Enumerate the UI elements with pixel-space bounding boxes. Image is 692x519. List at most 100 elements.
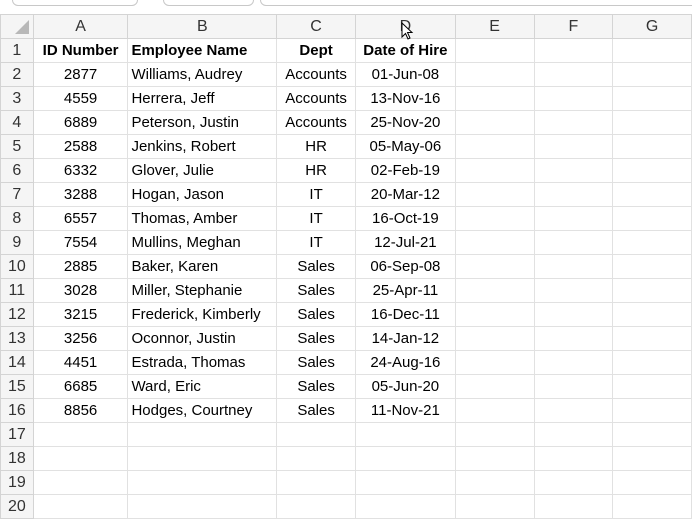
cell-B3[interactable]: Herrera, Jeff xyxy=(127,86,278,111)
cell-F16[interactable] xyxy=(533,398,614,423)
cell-A14[interactable]: 4451 xyxy=(32,350,129,375)
cell-C11[interactable]: Sales xyxy=(276,278,356,303)
row-header[interactable]: 4 xyxy=(0,110,34,135)
cell-C8[interactable]: IT xyxy=(276,206,356,231)
cell-D7[interactable]: 20-Mar-12 xyxy=(354,182,456,207)
cell-E16[interactable] xyxy=(454,398,535,423)
cell-B17[interactable] xyxy=(127,422,278,447)
cell-B8[interactable]: Thomas, Amber xyxy=(127,206,278,231)
row-header[interactable]: 16 xyxy=(0,398,34,423)
cell-D6[interactable]: 02-Feb-19 xyxy=(354,158,456,183)
cell-E15[interactable] xyxy=(454,374,535,399)
cell-F14[interactable] xyxy=(533,350,614,375)
column-header-C[interactable]: C xyxy=(276,14,356,39)
row-header[interactable]: 6 xyxy=(0,158,34,183)
column-header-F[interactable]: F xyxy=(533,14,614,39)
cell-A16[interactable]: 8856 xyxy=(32,398,129,423)
cell-A7[interactable]: 3288 xyxy=(32,182,129,207)
cell-A19[interactable] xyxy=(32,470,129,495)
cell-E8[interactable] xyxy=(454,206,535,231)
column-header-A[interactable]: A xyxy=(32,14,129,39)
cell-F3[interactable] xyxy=(533,86,614,111)
column-header-E[interactable]: E xyxy=(454,14,535,39)
cell-E14[interactable] xyxy=(454,350,535,375)
cell-C13[interactable]: Sales xyxy=(276,326,356,351)
row-header[interactable]: 11 xyxy=(0,278,34,303)
cell-F4[interactable] xyxy=(533,110,614,135)
cell-F13[interactable] xyxy=(533,326,614,351)
cell-G7[interactable] xyxy=(612,182,692,207)
cell-B14[interactable]: Estrada, Thomas xyxy=(127,350,278,375)
cell-C16[interactable]: Sales xyxy=(276,398,356,423)
cell-C20[interactable] xyxy=(276,494,356,519)
cell-B1[interactable]: Employee Name xyxy=(127,38,278,63)
toolbar-box-2[interactable] xyxy=(163,0,254,6)
row-header[interactable]: 9 xyxy=(0,230,34,255)
cell-D14[interactable]: 24-Aug-16 xyxy=(354,350,456,375)
column-header-G[interactable]: G xyxy=(612,14,692,39)
cell-G16[interactable] xyxy=(612,398,692,423)
row-header[interactable]: 13 xyxy=(0,326,34,351)
cell-E19[interactable] xyxy=(454,470,535,495)
cell-E20[interactable] xyxy=(454,494,535,519)
cell-B11[interactable]: Miller, Stephanie xyxy=(127,278,278,303)
cell-D15[interactable]: 05-Jun-20 xyxy=(354,374,456,399)
cell-C1[interactable]: Dept xyxy=(276,38,356,63)
cell-G18[interactable] xyxy=(612,446,692,471)
row-header[interactable]: 1 xyxy=(0,38,34,63)
row-header[interactable]: 17 xyxy=(0,422,34,447)
cell-C12[interactable]: Sales xyxy=(276,302,356,327)
cell-A8[interactable]: 6557 xyxy=(32,206,129,231)
cell-A15[interactable]: 6685 xyxy=(32,374,129,399)
cell-D16[interactable]: 11-Nov-21 xyxy=(354,398,456,423)
cell-E13[interactable] xyxy=(454,326,535,351)
cell-C10[interactable]: Sales xyxy=(276,254,356,279)
cell-F12[interactable] xyxy=(533,302,614,327)
cell-C5[interactable]: HR xyxy=(276,134,356,159)
cell-B7[interactable]: Hogan, Jason xyxy=(127,182,278,207)
cell-B6[interactable]: Glover, Julie xyxy=(127,158,278,183)
cell-D11[interactable]: 25-Apr-11 xyxy=(354,278,456,303)
cell-D20[interactable] xyxy=(354,494,456,519)
cell-D10[interactable]: 06-Sep-08 xyxy=(354,254,456,279)
cell-G15[interactable] xyxy=(612,374,692,399)
cell-E5[interactable] xyxy=(454,134,535,159)
cell-B13[interactable]: Oconnor, Justin xyxy=(127,326,278,351)
cell-D18[interactable] xyxy=(354,446,456,471)
cell-A12[interactable]: 3215 xyxy=(32,302,129,327)
cell-B19[interactable] xyxy=(127,470,278,495)
row-header[interactable]: 14 xyxy=(0,350,34,375)
cell-A10[interactable]: 2885 xyxy=(32,254,129,279)
cell-A13[interactable]: 3256 xyxy=(32,326,129,351)
cell-G13[interactable] xyxy=(612,326,692,351)
cell-D1[interactable]: Date of Hire xyxy=(354,38,456,63)
cell-A6[interactable]: 6332 xyxy=(32,158,129,183)
cell-A9[interactable]: 7554 xyxy=(32,230,129,255)
cell-E12[interactable] xyxy=(454,302,535,327)
cell-B2[interactable]: Williams, Audrey xyxy=(127,62,278,87)
cell-C6[interactable]: HR xyxy=(276,158,356,183)
cell-C18[interactable] xyxy=(276,446,356,471)
cell-A3[interactable]: 4559 xyxy=(32,86,129,111)
cell-G12[interactable] xyxy=(612,302,692,327)
row-header[interactable]: 2 xyxy=(0,62,34,87)
cell-A18[interactable] xyxy=(32,446,129,471)
cell-A20[interactable] xyxy=(32,494,129,519)
cell-E1[interactable] xyxy=(454,38,535,63)
cell-C19[interactable] xyxy=(276,470,356,495)
cell-C2[interactable]: Accounts xyxy=(276,62,356,87)
cell-G19[interactable] xyxy=(612,470,692,495)
row-header[interactable]: 3 xyxy=(0,86,34,111)
cell-F15[interactable] xyxy=(533,374,614,399)
cell-E10[interactable] xyxy=(454,254,535,279)
cell-G20[interactable] xyxy=(612,494,692,519)
cell-G4[interactable] xyxy=(612,110,692,135)
cell-D4[interactable]: 25-Nov-20 xyxy=(354,110,456,135)
cell-C9[interactable]: IT xyxy=(276,230,356,255)
cell-C4[interactable]: Accounts xyxy=(276,110,356,135)
cell-F18[interactable] xyxy=(533,446,614,471)
row-header[interactable]: 5 xyxy=(0,134,34,159)
cell-E2[interactable] xyxy=(454,62,535,87)
cell-A4[interactable]: 6889 xyxy=(32,110,129,135)
